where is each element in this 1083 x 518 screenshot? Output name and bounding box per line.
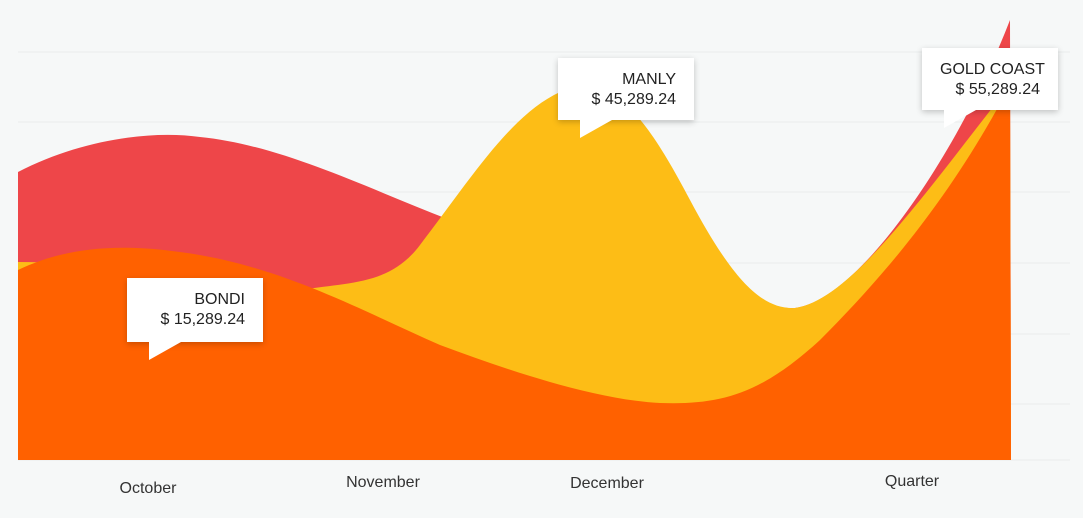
callout-gold-coast-value: $ 55,289.24 bbox=[955, 81, 1040, 98]
area-series-orange bbox=[18, 85, 1011, 460]
callout-bondi-name: BONDI bbox=[194, 291, 245, 308]
x-axis-label-quarter: Quarter bbox=[884, 473, 940, 490]
callout-manly-value: $ 45,289.24 bbox=[591, 91, 676, 108]
callout-bondi: BONDI $ 15,289.24 bbox=[127, 278, 263, 360]
x-axis-label-december: December bbox=[570, 475, 644, 492]
callout-gold-coast-name: GOLD COAST bbox=[940, 61, 1045, 78]
callout-gold-coast-pointer bbox=[944, 110, 976, 128]
callout-gold-coast: GOLD COAST $ 55,289.24 bbox=[922, 48, 1058, 128]
callout-bondi-pointer bbox=[149, 342, 181, 360]
callout-manly: MANLY $ 45,289.24 bbox=[558, 58, 694, 138]
x-axis-label-october: October bbox=[119, 480, 177, 497]
callout-manly-pointer bbox=[580, 120, 612, 138]
callout-bondi-value: $ 15,289.24 bbox=[160, 311, 245, 328]
x-axis-label-november: November bbox=[346, 474, 420, 491]
callout-manly-name: MANLY bbox=[622, 71, 676, 88]
